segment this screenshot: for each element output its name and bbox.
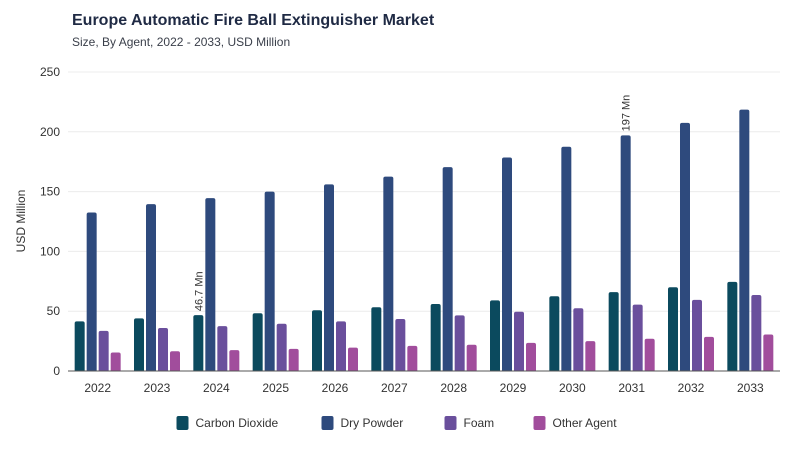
bar-other-agent-2024	[229, 350, 240, 371]
bar-dry-powder-2031	[620, 135, 631, 371]
bar-other-agent-2032	[704, 336, 714, 371]
bar-dry-powder-2023	[146, 204, 156, 371]
bar-other-agent-2026	[348, 347, 358, 371]
y-axis-label: USD Million	[14, 190, 28, 253]
bar-dry-powder-2028	[442, 167, 453, 371]
bar-carbon-dioxide-2033	[727, 281, 738, 371]
annotations: 46.7 Mn 197 Mn	[193, 95, 632, 311]
x-tick-label: 2022	[84, 381, 111, 395]
bar-dry-powder-2024	[205, 198, 216, 371]
x-tick-label: 2025	[262, 381, 289, 395]
legend-swatch	[176, 416, 189, 430]
legend-item-foam[interactable]: Foam	[444, 416, 495, 430]
bar-dry-powder-2022	[86, 212, 97, 371]
bar-carbon-dioxide-2022	[74, 321, 85, 371]
bar-carbon-dioxide-2028	[430, 304, 441, 371]
x-axis-ticks: 2022 2023 2024 2025 2026 2027 2028 2029 2030 2031…	[84, 381, 764, 395]
y-tick-label: 0	[53, 364, 60, 378]
bar-other-agent-2030	[585, 341, 596, 371]
bar-other-agent-2027	[407, 345, 418, 371]
legend-label: Carbon Dioxide	[196, 416, 279, 430]
x-tick-label: 2028	[440, 381, 467, 395]
bar-dry-powder-2030	[561, 146, 572, 371]
bar-other-agent-2033	[763, 334, 774, 371]
bar-foam-2030	[573, 308, 584, 371]
x-tick-label: 2030	[559, 381, 586, 395]
y-tick-label: 50	[47, 304, 61, 318]
bar-foam-2024	[217, 326, 228, 371]
x-tick-label: 2029	[500, 381, 527, 395]
bar-foam-2025	[276, 323, 287, 371]
bar-other-agent-2023	[170, 351, 180, 371]
y-tick-label: 150	[40, 185, 60, 199]
bar-dry-powder-2029	[502, 157, 512, 371]
x-tick-label: 2027	[381, 381, 408, 395]
bar-foam-2022	[98, 330, 109, 371]
bar-other-agent-2031	[644, 338, 655, 371]
bar-dry-powder-2025	[264, 191, 275, 371]
bar-foam-2032	[692, 299, 702, 371]
grid-lines	[68, 71, 780, 312]
legend-item-other-agent[interactable]: Other Agent	[533, 416, 618, 430]
bar-other-agent-2025	[288, 348, 299, 371]
legend[interactable]: Carbon Dioxide Dry Powder Foam Other Agent	[176, 416, 618, 430]
bar-carbon-dioxide-2030	[549, 296, 560, 371]
bar-dry-powder-2032	[680, 122, 690, 371]
legend-swatch	[533, 416, 546, 430]
bars	[74, 109, 774, 371]
legend-label: Other Agent	[553, 416, 618, 430]
bar-foam-2027	[395, 318, 406, 371]
y-axis-ticks: 0 50 100 150 200 250	[40, 65, 60, 378]
chart-title: Europe Automatic Fire Ball Extinguisher …	[72, 12, 435, 29]
bar-other-agent-2029	[526, 342, 536, 371]
x-tick-label: 2031	[618, 381, 645, 395]
x-tick-label: 2023	[144, 381, 171, 395]
y-tick-label: 250	[40, 65, 60, 79]
bar-foam-2028	[454, 315, 465, 371]
x-tick-label: 2026	[322, 381, 349, 395]
bar-dry-powder-2033	[739, 109, 750, 371]
bar-foam-2031	[632, 304, 643, 371]
bar-carbon-dioxide-2024	[193, 315, 204, 371]
bar-foam-2029	[514, 311, 524, 371]
bar-carbon-dioxide-2023	[134, 318, 144, 371]
bar-carbon-dioxide-2026	[312, 310, 322, 371]
bar-foam-2023	[158, 327, 168, 371]
bar-carbon-dioxide-2025	[252, 313, 263, 371]
bar-carbon-dioxide-2027	[371, 307, 382, 371]
y-tick-label: 100	[40, 244, 60, 258]
x-tick-label: 2032	[678, 381, 705, 395]
data-label-annotation: 197 Mn	[621, 95, 633, 132]
legend-swatch	[444, 416, 457, 430]
bar-other-agent-2028	[466, 344, 477, 371]
legend-item-dry-powder[interactable]: Dry Powder	[321, 416, 404, 430]
bar-carbon-dioxide-2029	[490, 300, 500, 371]
legend-label: Foam	[464, 416, 495, 430]
chart-subtitle: Size, By Agent, 2022 - 2033, USD Million	[72, 35, 291, 49]
bar-other-agent-2022	[110, 352, 121, 371]
bar-dry-powder-2027	[383, 176, 394, 371]
legend-label: Dry Powder	[341, 416, 404, 430]
bar-foam-2033	[751, 295, 762, 371]
legend-item-carbon-dioxide[interactable]: Carbon Dioxide	[176, 416, 279, 430]
bar-carbon-dioxide-2032	[668, 287, 678, 371]
bar-dry-powder-2026	[324, 184, 334, 371]
bar-carbon-dioxide-2031	[608, 292, 619, 371]
x-tick-label: 2033	[737, 381, 764, 395]
bar-foam-2026	[336, 321, 346, 371]
data-label-annotation: 46.7 Mn	[193, 271, 205, 311]
x-tick-label: 2024	[203, 381, 230, 395]
y-tick-label: 200	[40, 125, 60, 139]
legend-swatch	[321, 416, 334, 430]
